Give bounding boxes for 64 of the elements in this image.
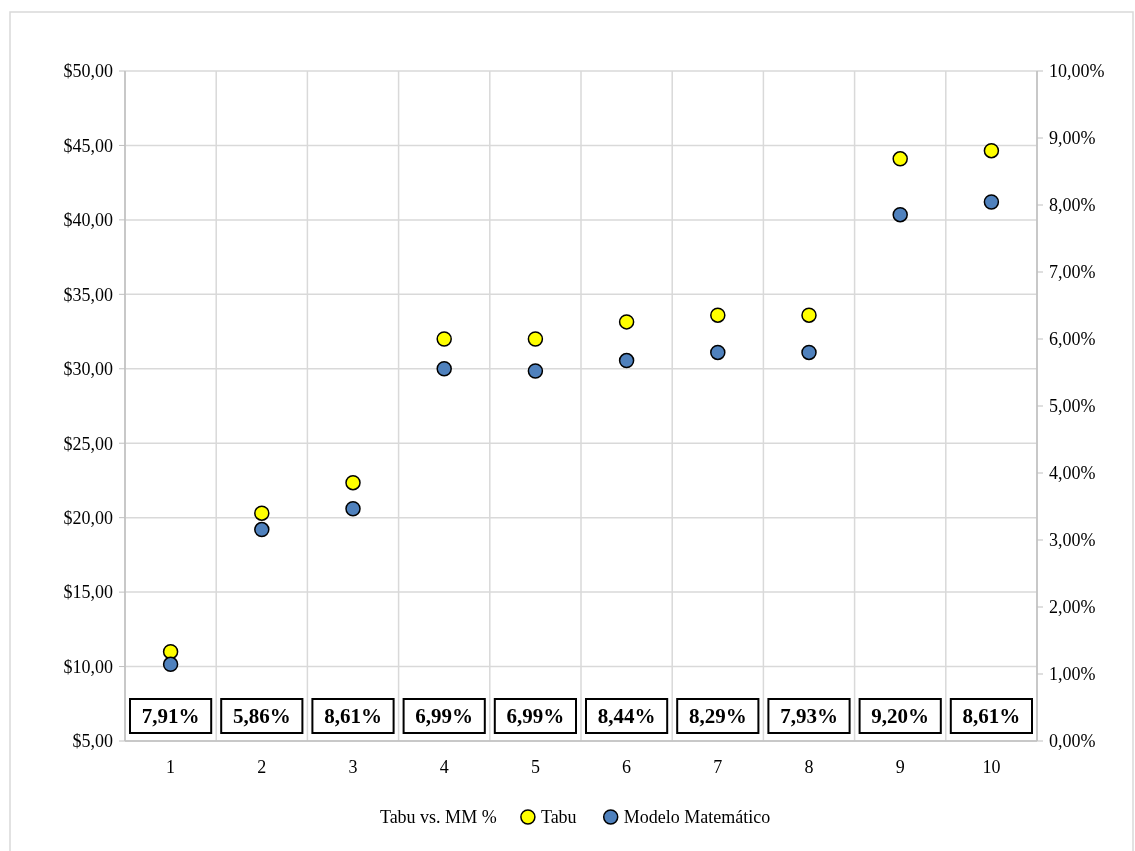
y2-tick-label: 3,00% <box>1049 530 1096 551</box>
y2-tick-label: 1,00% <box>1049 664 1096 685</box>
y-tick-label: $35,00 <box>63 284 113 305</box>
point <box>254 521 270 538</box>
annotation: 7,93% <box>780 704 838 728</box>
legend-label: Tabu <box>540 807 577 827</box>
point <box>983 194 1000 210</box>
annotation: 7,91% <box>141 704 200 728</box>
x-tick-label: 1 <box>166 757 176 777</box>
point <box>618 352 635 369</box>
y-tick-label: $15,00 <box>63 582 113 603</box>
legend-title: Tabu vs. MM % <box>379 807 497 827</box>
y2-tick-label: 9,00% <box>1049 128 1096 149</box>
point <box>527 363 544 379</box>
annotation: 8,61% <box>324 704 382 728</box>
point <box>801 344 817 361</box>
x-tick-label: 10 <box>982 757 1001 777</box>
annotation: 8,44% <box>597 704 656 728</box>
y-tick-label: $45,00 <box>63 135 113 156</box>
point <box>345 500 361 517</box>
annotation: 8,61% <box>962 704 1021 728</box>
point <box>254 505 270 521</box>
annotation: 5,86% <box>232 704 291 728</box>
x-tick-label: 7 <box>713 757 723 777</box>
point <box>710 344 726 361</box>
y-tick-label: $25,00 <box>63 433 113 454</box>
x-tick-label: 6 <box>622 757 632 777</box>
point <box>436 331 452 347</box>
point <box>162 643 179 660</box>
y2-tick-label: 6,00% <box>1049 329 1096 350</box>
y2-tick-label: 5,00% <box>1049 396 1096 417</box>
y2-tick-label: 0,00% <box>1049 731 1096 752</box>
point <box>892 206 908 223</box>
legend-label: Modelo Matemático <box>623 807 771 827</box>
annotation: 6,99% <box>415 704 474 728</box>
point <box>618 314 635 330</box>
annotation: 9,20% <box>871 704 930 728</box>
point <box>162 656 179 673</box>
point <box>527 331 544 347</box>
point <box>801 307 817 323</box>
y-tick-label: $20,00 <box>63 507 113 528</box>
y-tick-label: $10,00 <box>63 656 113 677</box>
y-tick-label: $40,00 <box>63 210 113 231</box>
y2-tick-label: 10,00% <box>1049 61 1105 82</box>
annotation: 8,29% <box>688 704 747 728</box>
y-tick-label: $30,00 <box>63 359 113 380</box>
y2-tick-label: 7,00% <box>1049 262 1096 283</box>
point <box>436 361 452 377</box>
x-tick-label: 8 <box>804 757 814 777</box>
y2-tick-label: 2,00% <box>1049 597 1096 618</box>
point <box>345 474 361 491</box>
y2-tick-label: 4,00% <box>1049 463 1096 484</box>
x-tick-label: 3 <box>348 757 358 777</box>
y-tick-label: $50,00 <box>63 61 113 82</box>
point <box>892 151 908 167</box>
y2-tick-label: 8,00% <box>1049 195 1096 216</box>
x-tick-label: 2 <box>257 757 267 777</box>
x-tick-label: 5 <box>530 757 540 777</box>
annotation: 6,99% <box>506 704 565 728</box>
y-tick-label: $5,00 <box>72 731 113 752</box>
point <box>710 307 726 323</box>
point <box>983 142 1000 159</box>
x-tick-label: 9 <box>895 757 905 777</box>
x-tick-label: 4 <box>439 757 449 777</box>
